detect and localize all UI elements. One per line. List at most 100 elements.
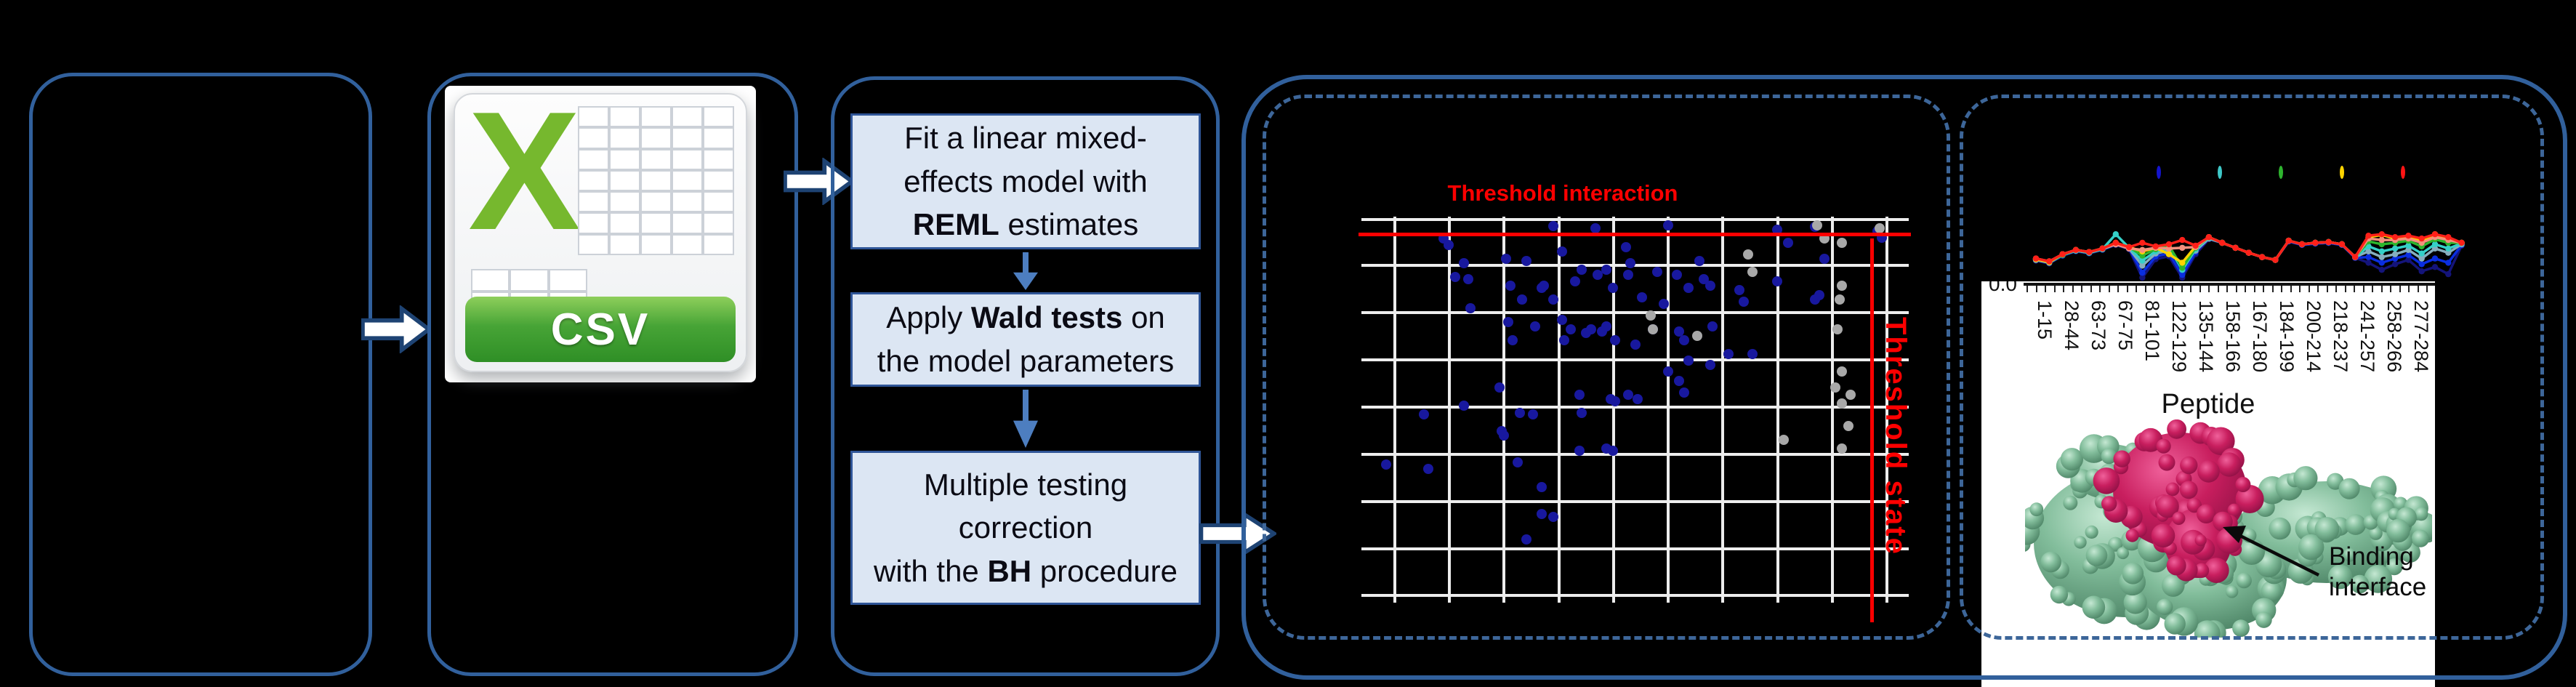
scatter-point [1521, 256, 1531, 267]
scatter-point [1772, 276, 1783, 287]
scatter-point [1574, 446, 1585, 457]
scatter-point [1652, 267, 1663, 278]
scatter-point [1558, 334, 1569, 345]
csv-file-icon: X CSV [445, 77, 756, 382]
scatter-point [1574, 389, 1585, 400]
scatter-point [1458, 258, 1469, 269]
protein-surface [2025, 419, 2432, 638]
scatter-point [1837, 398, 1848, 409]
scatter-point [1547, 221, 1558, 232]
scatter-point [1819, 253, 1830, 264]
flow-arrow-right-icon [361, 305, 431, 353]
down-arrow-icon [1013, 252, 1038, 290]
flow-step-bh: Multiple testing correction with the BH pr… [850, 451, 1201, 605]
scatter-point [1707, 321, 1718, 332]
scatter-point [1462, 274, 1473, 285]
scatter-point [1529, 321, 1540, 332]
scatter-point [1830, 382, 1841, 393]
legend-dot-icon [2340, 166, 2344, 179]
scatter-point [1621, 242, 1632, 253]
panel-box-2 [427, 73, 798, 676]
threshold-state-line [1869, 238, 1874, 622]
scatter-point [1505, 281, 1516, 292]
scatter-point [1674, 376, 1685, 387]
scatter-point [1783, 238, 1794, 249]
scatter-point [1507, 334, 1518, 345]
scatter-point [1779, 434, 1790, 445]
scatter-point [1556, 314, 1567, 325]
y-axis-tick: 0.0 [1989, 281, 2017, 295]
scatter-point [1632, 393, 1643, 404]
scatter-point [1556, 246, 1567, 257]
scatter-point [1538, 281, 1549, 292]
dashed-box-scatter [1263, 95, 1950, 640]
scatter-point [1527, 409, 1538, 420]
dashed-box-structure [1960, 95, 2544, 640]
scatter-point [1705, 281, 1716, 292]
protein-structure [2025, 419, 2432, 638]
scatter-point [1516, 294, 1527, 305]
scatter-point [1645, 310, 1656, 321]
scatter-point [1380, 459, 1391, 470]
scatter-point [1683, 283, 1694, 294]
flow-step-reml: Fit a linear mixed-effects model with REM… [850, 113, 1201, 249]
scatter-point [1663, 366, 1674, 377]
scatter-point [1835, 294, 1846, 305]
scatter-point [1458, 401, 1469, 411]
scatter-point [1739, 296, 1750, 307]
scatter-point [1674, 326, 1685, 337]
scatter-point [1536, 482, 1547, 493]
scatter-point [1723, 348, 1734, 359]
scatter-point [1449, 271, 1460, 282]
scatter-point [1812, 220, 1823, 230]
scatter-point [1678, 387, 1689, 398]
scatter-point [1609, 395, 1620, 406]
scatter-point [1747, 348, 1758, 359]
scatter-point [1576, 265, 1587, 276]
scatter-point [1514, 407, 1525, 418]
scatter-point [1576, 407, 1587, 418]
scatter-point [1494, 382, 1505, 393]
csv-banner: CSV [465, 297, 736, 362]
threshold-interaction-line [1359, 232, 1911, 236]
scatter-point [1521, 534, 1531, 545]
scatter-point [1607, 446, 1618, 457]
scatter-point [1683, 355, 1694, 366]
scatter-point [1694, 256, 1705, 267]
scatter-point [1592, 269, 1603, 280]
scatter-point [1601, 265, 1611, 276]
scatter-point [1536, 509, 1547, 520]
threshold-state-label: Threshold state [1880, 317, 1912, 555]
scatter-point [1743, 249, 1754, 260]
legend-dot-icon [2157, 166, 2161, 179]
scatter-point [1623, 269, 1634, 280]
scatter-point [1623, 389, 1634, 400]
scatter-point [1418, 409, 1429, 420]
scatter-point [1636, 292, 1647, 302]
binding-interface-label: Binding interface [2329, 542, 2427, 601]
legend-dot-icon [2279, 166, 2283, 179]
scatter-point [1625, 258, 1636, 269]
scatter-point [1832, 324, 1843, 334]
panel-box-1 [29, 73, 372, 676]
scatter-point [1843, 421, 1854, 432]
scatter-point [1422, 464, 1433, 475]
scatter-point [1648, 324, 1659, 334]
scatter-title: Threshold interaction [1447, 180, 1678, 206]
scatter-point [1585, 324, 1596, 334]
spreadsheet-grid-icon [578, 106, 734, 255]
scatter-point [1678, 334, 1689, 345]
scatter-point [1846, 389, 1856, 400]
csv-card: X CSV [454, 77, 747, 372]
scatter-point [1734, 285, 1745, 296]
scatter-point [1601, 321, 1611, 332]
excel-x-glyph: X [468, 77, 581, 265]
scatter-point [1465, 303, 1476, 314]
scatter-point [1502, 316, 1513, 327]
scatter-point [1496, 425, 1507, 436]
scatter-plot [1359, 217, 1911, 622]
scatter-point [1569, 276, 1580, 287]
scatter-point [1837, 281, 1848, 292]
x-axis-title: Peptide [2161, 389, 2255, 419]
